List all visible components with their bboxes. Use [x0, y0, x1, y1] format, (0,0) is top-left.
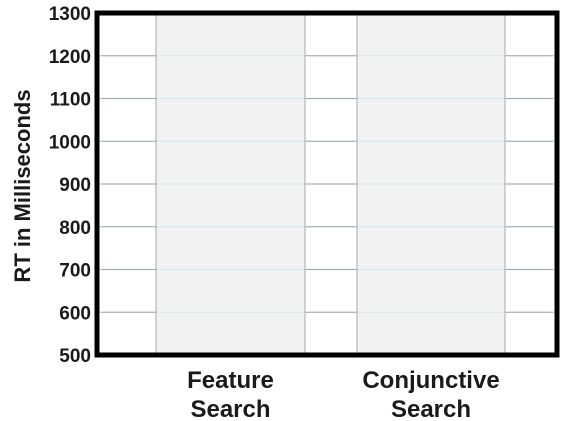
- y-tick-label-1200: 1200: [49, 47, 91, 68]
- x-category-label-2-line-1: Conjunctive: [362, 367, 499, 394]
- y-tick-label-600: 600: [59, 303, 91, 324]
- plot-border: [94, 10, 560, 358]
- y-tick-label-900: 900: [59, 175, 91, 196]
- y-tick-label-700: 700: [59, 261, 91, 282]
- plot-frame: [94, 10, 560, 358]
- y-tick-labels: 500 600 700 800 900 1000 1100 1200 1300: [49, 4, 91, 367]
- y-axis-title: RT in Milliseconds: [10, 89, 35, 282]
- gridlines: [97, 13, 557, 355]
- x-category-label-1-line-2: Search: [190, 396, 270, 421]
- y-tick-label-1300: 1300: [49, 4, 91, 25]
- y-tick-label-1100: 1100: [50, 90, 91, 111]
- x-category-label-2-line-2: Search: [391, 396, 471, 421]
- y-tick-label-800: 800: [59, 218, 91, 239]
- y-tick-label-500: 500: [59, 346, 91, 367]
- y-tick-label-1000: 1000: [49, 132, 91, 153]
- x-category-label-1-line-1: Feature: [187, 367, 274, 394]
